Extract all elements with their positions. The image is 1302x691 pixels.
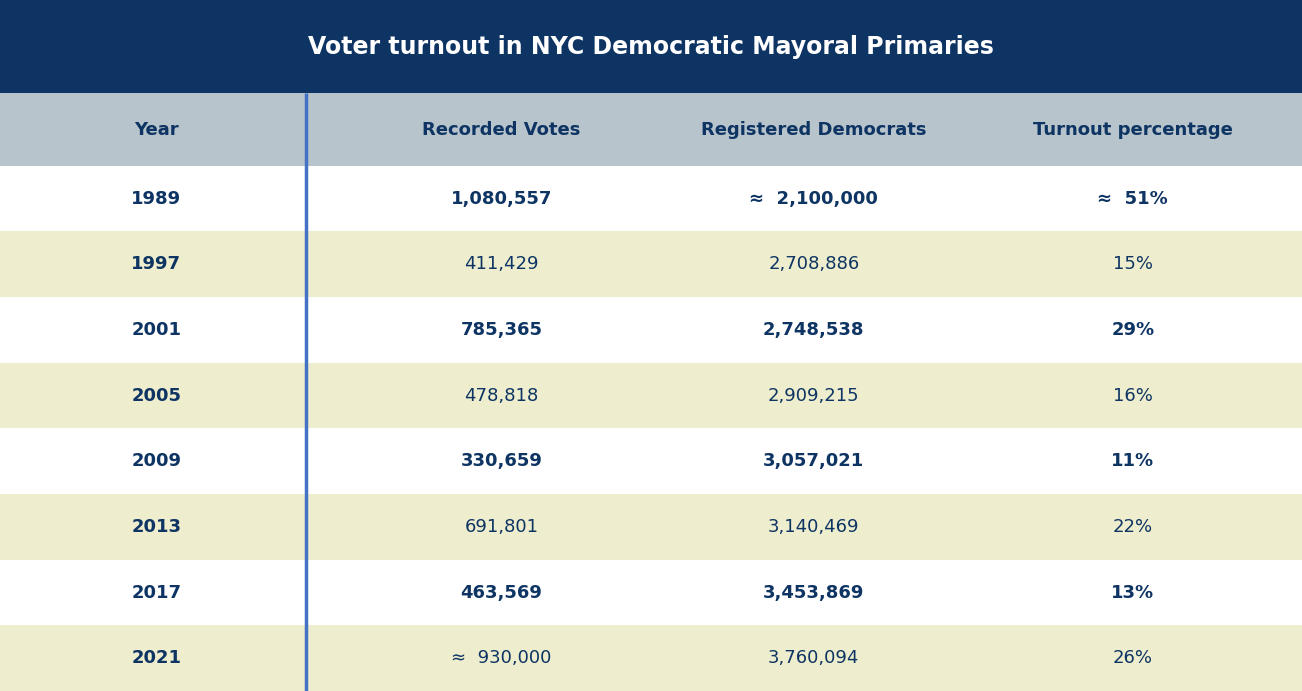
Text: 691,801: 691,801 — [465, 518, 538, 536]
Text: 22%: 22% — [1113, 518, 1152, 536]
Text: Recorded Votes: Recorded Votes — [422, 120, 581, 139]
Text: 3,057,021: 3,057,021 — [763, 452, 865, 471]
Bar — [0, 297, 1302, 363]
Text: 2,909,215: 2,909,215 — [768, 386, 859, 405]
Text: Registered Democrats: Registered Democrats — [700, 120, 927, 139]
Text: 3,140,469: 3,140,469 — [768, 518, 859, 536]
Text: 478,818: 478,818 — [464, 386, 539, 405]
Bar — [0, 428, 1302, 494]
Bar — [0, 231, 1302, 297]
Text: 16%: 16% — [1113, 386, 1152, 405]
Text: Year: Year — [134, 120, 178, 139]
Bar — [0, 625, 1302, 691]
Bar — [0, 0, 1302, 93]
Text: 463,569: 463,569 — [461, 583, 542, 602]
Text: 2005: 2005 — [132, 386, 181, 405]
Text: 11%: 11% — [1111, 452, 1155, 471]
Text: 1989: 1989 — [132, 189, 181, 208]
Text: 26%: 26% — [1113, 649, 1152, 668]
Text: 411,429: 411,429 — [464, 255, 539, 274]
Bar — [0, 166, 1302, 231]
Text: 2001: 2001 — [132, 321, 181, 339]
Text: 3,453,869: 3,453,869 — [763, 583, 865, 602]
Bar — [0, 363, 1302, 428]
Text: 13%: 13% — [1111, 583, 1155, 602]
Bar — [0, 560, 1302, 625]
Bar — [0, 93, 1302, 166]
Text: ≈  51%: ≈ 51% — [1098, 189, 1168, 208]
Text: 2,748,538: 2,748,538 — [763, 321, 865, 339]
Text: 2013: 2013 — [132, 518, 181, 536]
Text: 2017: 2017 — [132, 583, 181, 602]
Text: 15%: 15% — [1113, 255, 1152, 274]
Text: 330,659: 330,659 — [461, 452, 542, 471]
Text: ≈  930,000: ≈ 930,000 — [450, 649, 552, 668]
Text: 3,760,094: 3,760,094 — [768, 649, 859, 668]
Text: 29%: 29% — [1111, 321, 1155, 339]
Text: Voter turnout in NYC Democratic Mayoral Primaries: Voter turnout in NYC Democratic Mayoral … — [309, 35, 993, 59]
Text: 2,708,886: 2,708,886 — [768, 255, 859, 274]
Text: 2021: 2021 — [132, 649, 181, 668]
Text: 2009: 2009 — [132, 452, 181, 471]
Text: Turnout percentage: Turnout percentage — [1032, 120, 1233, 139]
Text: ≈  2,100,000: ≈ 2,100,000 — [750, 189, 878, 208]
Text: 1,080,557: 1,080,557 — [450, 189, 552, 208]
Text: 785,365: 785,365 — [461, 321, 542, 339]
Bar — [0, 494, 1302, 560]
Text: 1997: 1997 — [132, 255, 181, 274]
